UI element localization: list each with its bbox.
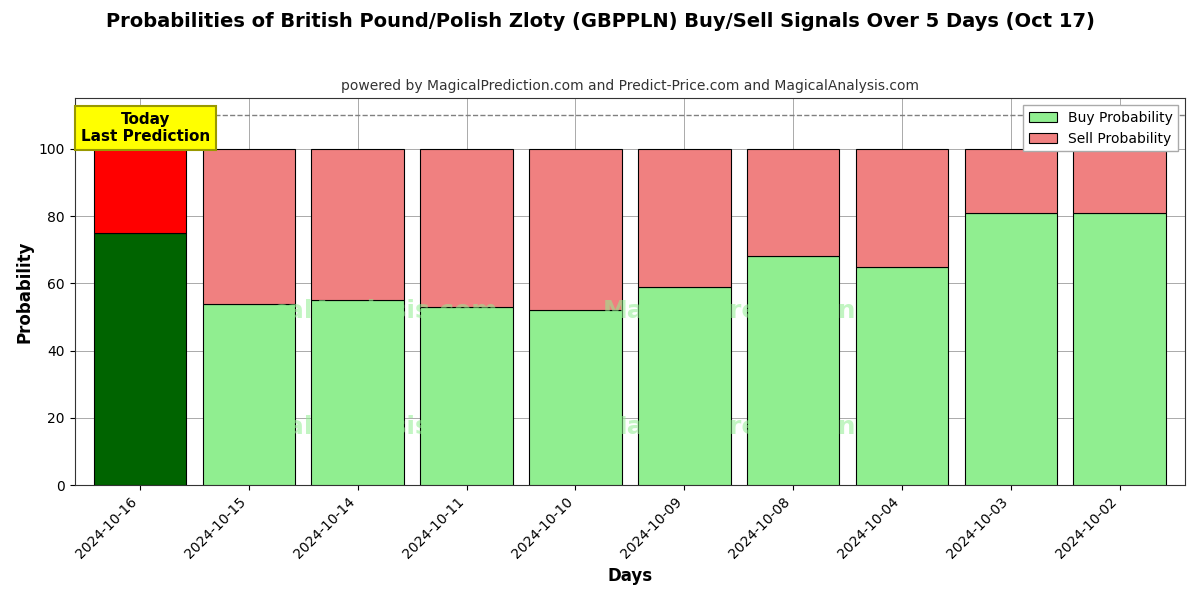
- Text: MagicalPrediction.com: MagicalPrediction.com: [602, 415, 924, 439]
- Bar: [965, 213, 1057, 485]
- Bar: [856, 266, 948, 485]
- Bar: [529, 149, 622, 310]
- Bar: [203, 149, 295, 304]
- Bar: [638, 149, 731, 287]
- X-axis label: Days: Days: [607, 567, 653, 585]
- Bar: [312, 300, 404, 485]
- Bar: [638, 287, 731, 485]
- Title: powered by MagicalPrediction.com and Predict-Price.com and MagicalAnalysis.com: powered by MagicalPrediction.com and Pre…: [341, 79, 919, 93]
- Legend: Buy Probability, Sell Probability: Buy Probability, Sell Probability: [1024, 105, 1178, 151]
- Y-axis label: Probability: Probability: [16, 241, 34, 343]
- Bar: [965, 149, 1057, 213]
- Bar: [94, 233, 186, 485]
- Bar: [746, 149, 839, 256]
- Bar: [312, 149, 404, 300]
- Bar: [1074, 149, 1166, 213]
- Text: calAnalysis.com: calAnalysis.com: [272, 415, 498, 439]
- Bar: [529, 310, 622, 485]
- Bar: [420, 307, 512, 485]
- Bar: [746, 256, 839, 485]
- Bar: [856, 149, 948, 266]
- Bar: [203, 304, 295, 485]
- Bar: [420, 149, 512, 307]
- Text: Probabilities of British Pound/Polish Zloty (GBPPLN) Buy/Sell Signals Over 5 Day: Probabilities of British Pound/Polish Zl…: [106, 12, 1094, 31]
- Text: Today
Last Prediction: Today Last Prediction: [80, 112, 210, 144]
- Text: MagicalPrediction.com: MagicalPrediction.com: [602, 299, 924, 323]
- Text: calAnalysis.com: calAnalysis.com: [272, 299, 498, 323]
- Bar: [94, 149, 186, 233]
- Bar: [1074, 213, 1166, 485]
